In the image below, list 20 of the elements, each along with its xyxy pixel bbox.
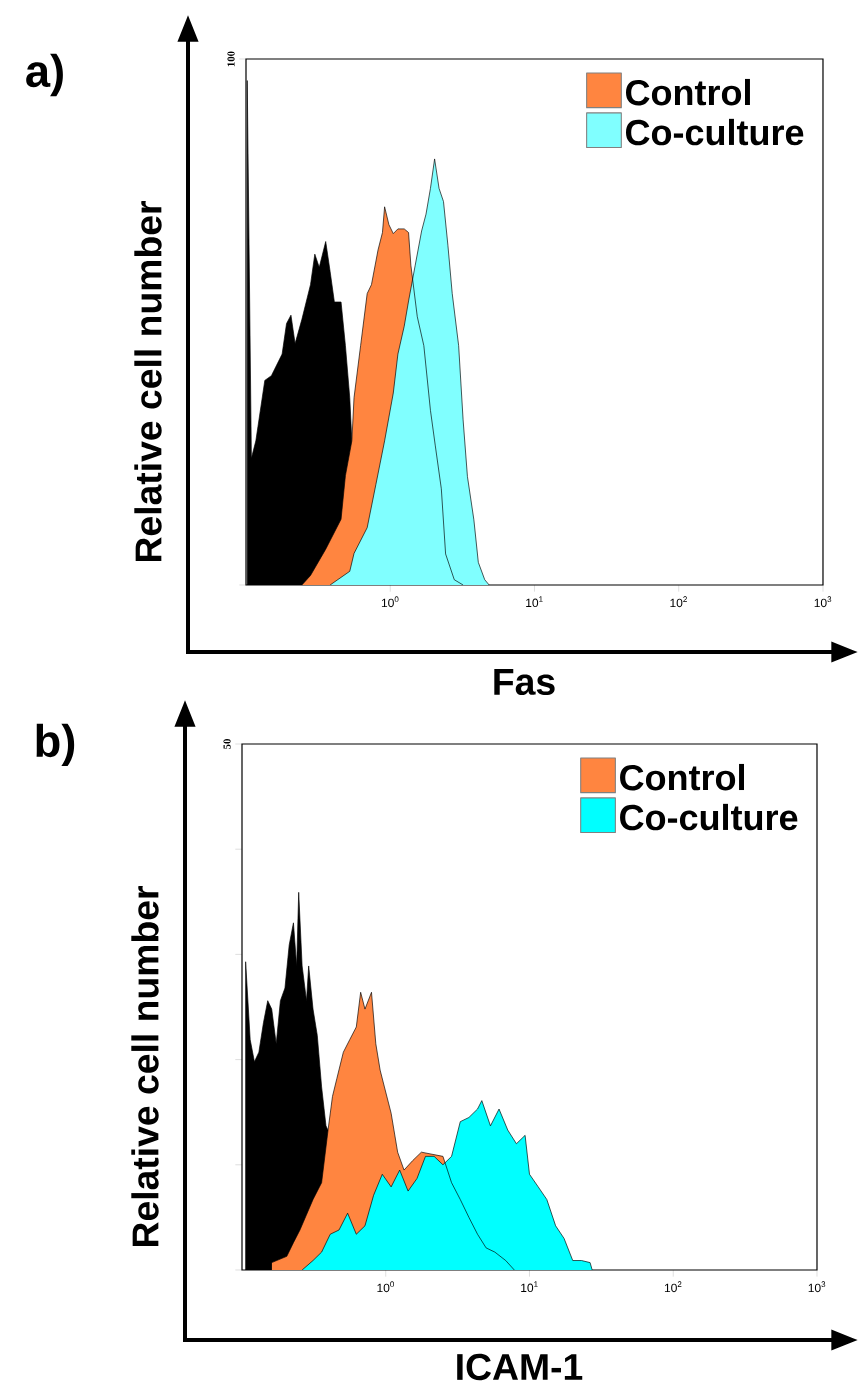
x-tick-label: 10$^{1}$ <box>526 596 543 608</box>
legend-label: Co-culture <box>625 118 804 146</box>
chart-title: b) <box>36 723 75 767</box>
y-axis-title: Relative cell number <box>131 886 159 1247</box>
legend-label: Control <box>625 78 750 106</box>
x-tick-label: 10$^{0}$ <box>377 1281 394 1293</box>
x-tick-label: 10$^{1}$ <box>521 1281 538 1293</box>
y-axis-title: Relative cell number <box>134 201 162 562</box>
x-tick-label: 10$^{0}$ <box>381 596 399 608</box>
chart-title: a) <box>26 53 63 97</box>
legend-label: Control <box>620 763 744 791</box>
x-tick-label: 10$^{3}$ <box>808 1281 826 1293</box>
legend-label: Co-culture <box>620 803 798 831</box>
x-tick-label: 10$^{2}$ <box>664 1281 682 1293</box>
x-axis-title: Fas <box>494 668 555 696</box>
x-tick-label: 10$^{3}$ <box>814 596 832 608</box>
y-tick-label: 50 <box>223 739 231 749</box>
x-tick-label: 10$^{2}$ <box>670 596 687 608</box>
x-axis-title: ICAM-1 <box>457 1353 583 1381</box>
y-tick-label: 100 <box>227 51 235 67</box>
